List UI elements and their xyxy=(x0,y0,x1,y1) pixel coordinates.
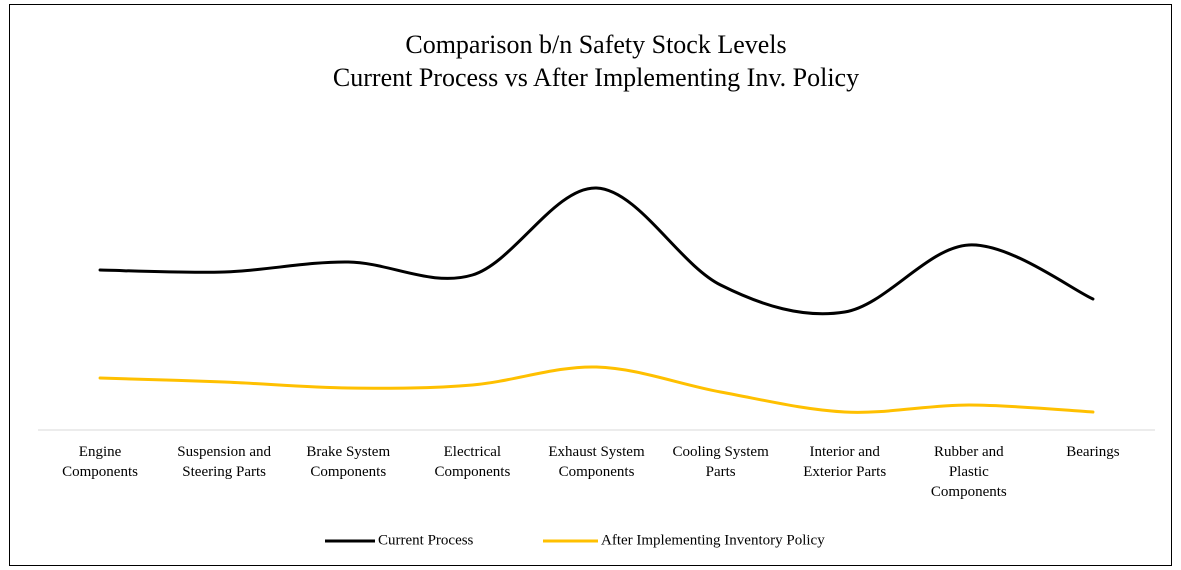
legend-label: After Implementing Inventory Policy xyxy=(601,532,825,548)
x-tick-label: Exhaust System Components xyxy=(548,444,645,480)
x-tick-label: Cooling System Parts xyxy=(672,444,769,480)
chart-border xyxy=(9,4,1172,566)
x-tick-label: Bearings xyxy=(1066,444,1119,460)
legend-label: Current Process xyxy=(378,532,474,548)
chart-title: Comparison b/n Safety Stock Levels xyxy=(405,30,786,59)
x-tick-label: Brake System Components xyxy=(306,444,390,480)
x-tick-label: Engine Components xyxy=(62,444,138,480)
x-tick-label: Rubber and Plastic Components xyxy=(931,444,1007,500)
x-tick-label: Electrical Components xyxy=(434,444,510,480)
series-line xyxy=(98,186,1095,316)
x-tick-label: Suspension and Steering Parts xyxy=(177,444,271,480)
chart-subtitle: Current Process vs After Implementing In… xyxy=(333,63,859,92)
series-line xyxy=(98,365,1095,414)
x-tick-label: Interior and Exterior Parts xyxy=(803,444,886,480)
